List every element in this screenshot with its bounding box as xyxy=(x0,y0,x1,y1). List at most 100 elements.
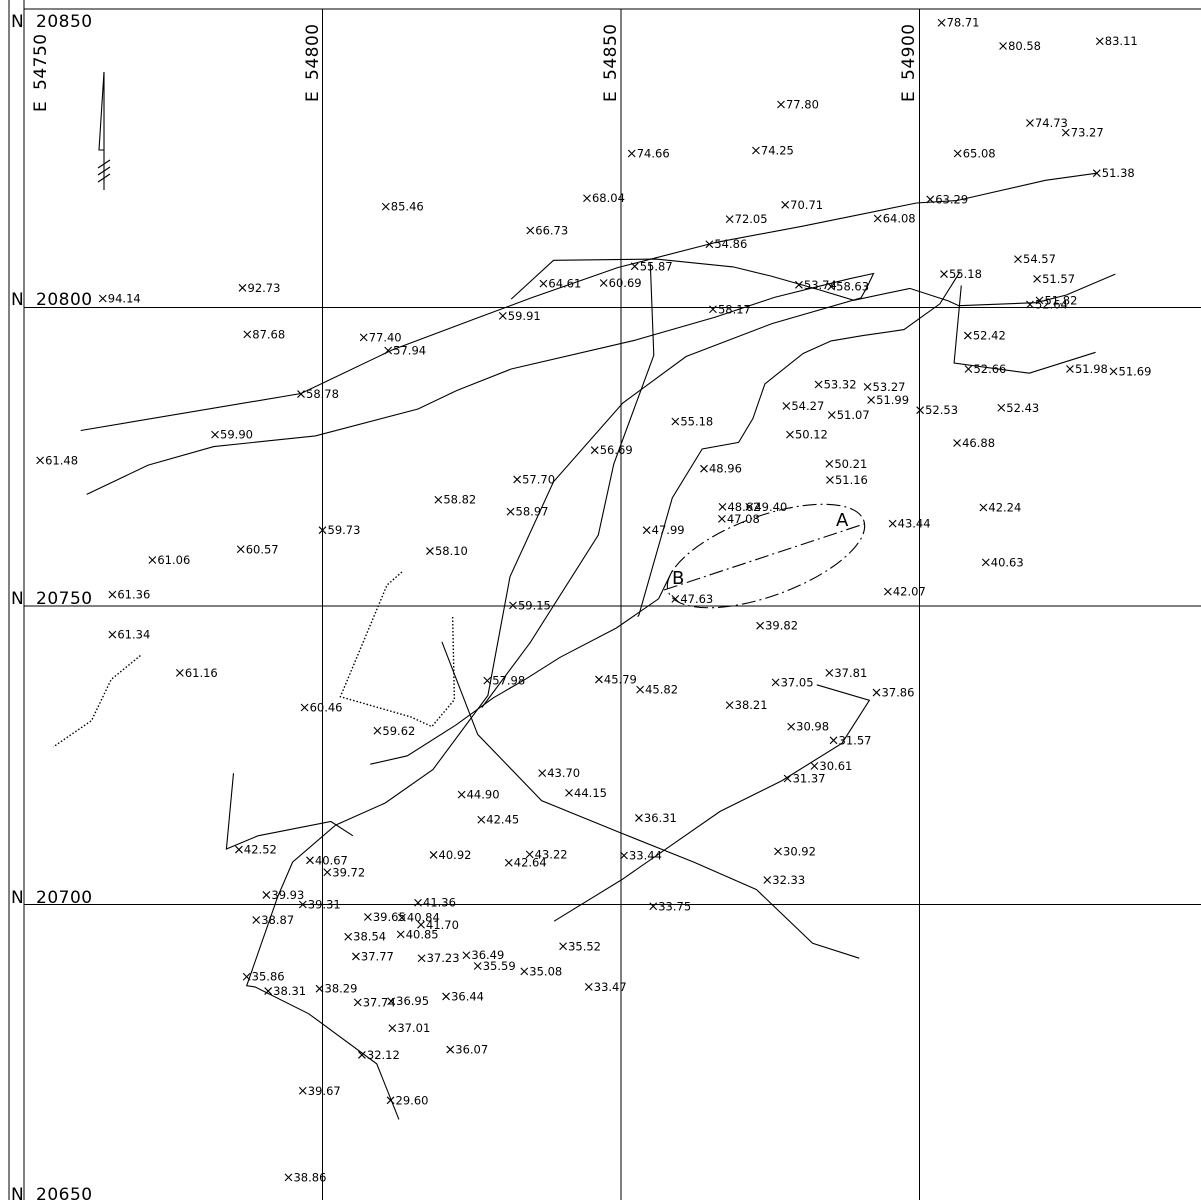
point-marker xyxy=(498,311,507,320)
elevation-label: 74.66 xyxy=(637,146,670,160)
survey-lines xyxy=(52,172,1116,1120)
elevation-label: 40.63 xyxy=(991,555,1024,569)
elevation-label: 51.69 xyxy=(1119,364,1152,378)
line-spot-height: 56.69 xyxy=(590,443,633,457)
elevation-label: 52.43 xyxy=(1006,401,1039,415)
point-marker xyxy=(953,439,961,447)
northing-label-20650: 20650 xyxy=(36,1185,93,1200)
spot-height: 94.14 xyxy=(98,292,141,306)
point-marker xyxy=(700,464,708,473)
section-a-b: A B xyxy=(663,503,866,609)
point-marker xyxy=(242,972,251,981)
point-marker xyxy=(867,396,876,404)
elevation-label: 43.44 xyxy=(898,517,931,531)
line-spot-height: 31.57 xyxy=(829,733,871,747)
point-marker xyxy=(725,701,734,709)
elevation-label: 43.22 xyxy=(535,847,568,861)
elevation-label: 61.36 xyxy=(117,588,150,602)
elevation-label: 44.15 xyxy=(574,786,607,800)
line-spot-height: 59.90 xyxy=(211,428,253,442)
point-marker xyxy=(323,868,332,877)
point-marker xyxy=(964,365,973,373)
map-frame xyxy=(8,0,1201,1200)
point-marker xyxy=(344,932,353,941)
elevation-label: 51.07 xyxy=(837,408,870,422)
point-marker xyxy=(756,621,764,630)
line-spot-height: 37.74 xyxy=(353,995,396,1009)
elevation-label: 32.12 xyxy=(367,1048,400,1062)
spot-height: 39.65 xyxy=(363,910,406,924)
spot-height: 58.63 xyxy=(827,280,869,294)
elevation-label: 37.23 xyxy=(427,951,460,965)
elevation-label: 46.88 xyxy=(962,436,995,450)
spot-height: 65.08 xyxy=(953,146,996,160)
northing-prefix-20700: N xyxy=(11,888,24,908)
point-marker xyxy=(863,383,872,391)
point-marker xyxy=(252,916,261,924)
line-spot-height: 52.66 xyxy=(964,362,1006,376)
spot-height: 36.31 xyxy=(635,811,677,825)
point-marker xyxy=(1026,119,1034,127)
point-marker xyxy=(381,202,390,211)
point-marker xyxy=(981,558,990,567)
elevation-label: 52.66 xyxy=(973,362,1006,376)
point-marker xyxy=(504,858,513,867)
elevation-label: 58.78 xyxy=(306,387,339,401)
elevation-label: 40.84 xyxy=(407,911,440,925)
spot-height: 51.98 xyxy=(1066,362,1108,376)
point-marker xyxy=(782,402,791,410)
line-spot-height: 57.94 xyxy=(384,343,426,357)
spot-height: 42.07 xyxy=(883,585,926,599)
line-spot-height: 30.98 xyxy=(787,720,829,734)
point-marker xyxy=(235,845,243,854)
spot-height: 39.82 xyxy=(756,619,798,633)
point-marker xyxy=(630,262,639,271)
northing-prefix-20850: N xyxy=(11,12,24,32)
elevation-label: 48.62 xyxy=(727,500,760,514)
point-marker xyxy=(1014,255,1022,264)
line-spot-height: 38.87 xyxy=(252,913,294,927)
point-marker xyxy=(426,547,434,555)
elevation-label: 78.71 xyxy=(947,16,980,30)
elevation-label: 59.15 xyxy=(518,598,551,612)
line-spot-height: 39.72 xyxy=(323,865,365,879)
elevation-label: 32.33 xyxy=(772,873,805,887)
elevation-label: 53.74 xyxy=(804,278,837,292)
point-marker xyxy=(826,476,834,484)
line-spot-height: 33.44 xyxy=(620,849,662,863)
line-spot-height: 38.31 xyxy=(264,984,306,998)
spot-height: 64.61 xyxy=(539,277,581,291)
elevation-label: 55.87 xyxy=(640,259,673,273)
elevation-label: 35.86 xyxy=(252,970,285,984)
point-marker xyxy=(774,847,782,856)
line-spot-height: 52.53 xyxy=(916,403,958,417)
spot-height: 30.61 xyxy=(810,759,852,773)
elevation-label: 87.68 xyxy=(252,327,285,341)
northing-prefix-20650: N xyxy=(11,1185,24,1200)
elevation-label: 38.29 xyxy=(325,982,358,996)
line-spot-height: 45.79 xyxy=(595,672,637,686)
point-marker xyxy=(442,992,450,1001)
line-spot-height: 40.92 xyxy=(429,848,471,862)
point-marker xyxy=(525,850,534,859)
point-marker xyxy=(1033,274,1041,283)
point-marker xyxy=(264,987,273,995)
elevation-label: 85.46 xyxy=(391,200,424,214)
point-marker xyxy=(777,100,785,109)
elevation-label: 39.67 xyxy=(308,1084,341,1098)
line-spot-height: 35.52 xyxy=(559,939,601,953)
elevation-label: 33.47 xyxy=(594,980,627,994)
line-spot-height: 61.16 xyxy=(175,666,218,680)
point-marker xyxy=(1066,365,1074,373)
line-spot-height: 36.44 xyxy=(442,989,484,1003)
elevation-label: 59.62 xyxy=(382,724,415,738)
elevation-label: 51.82 xyxy=(1044,293,1077,307)
point-marker xyxy=(352,952,360,961)
elevation-label: 57.98 xyxy=(492,674,525,688)
elevation-label: 52.64 xyxy=(1035,298,1068,312)
spot-height: 74.73 xyxy=(1026,116,1068,130)
elevation-label: 55.18 xyxy=(949,267,982,281)
grid-labels: N 20850 N 20800 N 20750 N 20700 N 20650 … xyxy=(11,12,919,1200)
elevation-label: 50.12 xyxy=(795,428,828,442)
elevation-label: 61.34 xyxy=(117,628,150,642)
